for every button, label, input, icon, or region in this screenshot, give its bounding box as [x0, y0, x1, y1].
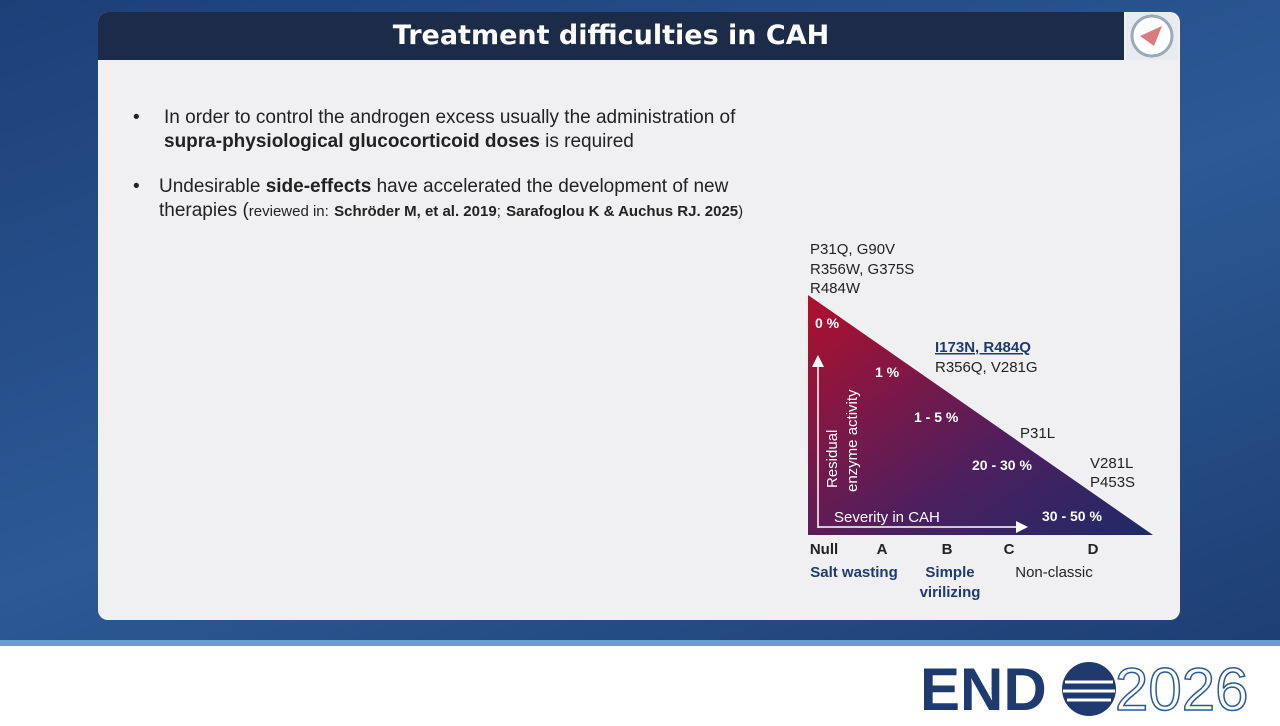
- mutation: I173N, R484Q: [935, 339, 1031, 356]
- text: In order to control the androgen excess …: [164, 107, 736, 128]
- title: Treatment difficulties in CAH: [98, 12, 1124, 60]
- group-label: B: [942, 541, 953, 558]
- logo-text: 2026: [1115, 656, 1248, 720]
- group-label: C: [1004, 541, 1015, 558]
- text: ): [738, 203, 744, 220]
- activity-label: 1 %: [875, 364, 900, 380]
- bullet: Undesirable side-effects have accelerate…: [159, 175, 799, 224]
- phenotype: Simple virilizing: [919, 564, 981, 601]
- mutation: R356W, G375S: [810, 261, 914, 278]
- bullet: In order to control the androgen excess …: [164, 106, 784, 154]
- activity-label: 0 %: [815, 315, 840, 331]
- bold-text: Schröder M, et al. 2019: [334, 203, 497, 220]
- text: Undesirable: [159, 176, 261, 197]
- footer: END 2026: [0, 640, 1280, 726]
- activity-label: 20 - 30 %: [972, 457, 1032, 473]
- phenotype-box: Simple virilizing: [919, 564, 981, 601]
- logo: END 2026: [920, 656, 1249, 720]
- text: is required: [545, 131, 634, 152]
- phenotype: Non-classic: [1015, 564, 1093, 581]
- group-label: A: [877, 541, 888, 558]
- logo-text: END: [920, 656, 1047, 720]
- text: reviewed in:: [248, 203, 329, 220]
- x-axis-label: Severity in CAH: [834, 509, 940, 526]
- mutation: P31L: [1020, 425, 1055, 442]
- text: have accelerated the development of new …: [159, 176, 729, 221]
- mutation: P31Q, G90V: [810, 241, 895, 258]
- bullet-dot: •: [133, 176, 140, 197]
- phenotype: Salt wasting: [810, 564, 898, 581]
- activity-label: 30 - 50 %: [1042, 508, 1102, 524]
- y-axis-label: enzyme activity: [844, 389, 861, 492]
- mutation: R484W: [810, 280, 861, 297]
- bold-text: supra-physiological glucocorticoid doses: [164, 131, 540, 152]
- seal-icon: [1130, 14, 1174, 58]
- group-label: D: [1088, 541, 1099, 558]
- bold-text: Sarafoglou K & Auchus RJ. 2025: [506, 203, 739, 220]
- mutation: R356Q, V281G: [935, 359, 1038, 376]
- activity-label: 1 - 5 %: [914, 409, 959, 425]
- cah-figure: P31Q, G90V R356W, G375S R484W I173N, R48…: [808, 241, 1153, 601]
- y-axis-label: Residual: [824, 430, 841, 488]
- mutation: V281L: [1090, 455, 1133, 472]
- group-label: Null: [810, 541, 838, 558]
- bullet-dot: •: [133, 107, 140, 128]
- seal: [1126, 12, 1178, 60]
- mutation: P453S: [1090, 474, 1135, 491]
- triangle: [808, 295, 1153, 535]
- bold-text: side-effects: [265, 176, 372, 197]
- text: ;: [496, 203, 501, 220]
- logo-globe: [1062, 662, 1116, 716]
